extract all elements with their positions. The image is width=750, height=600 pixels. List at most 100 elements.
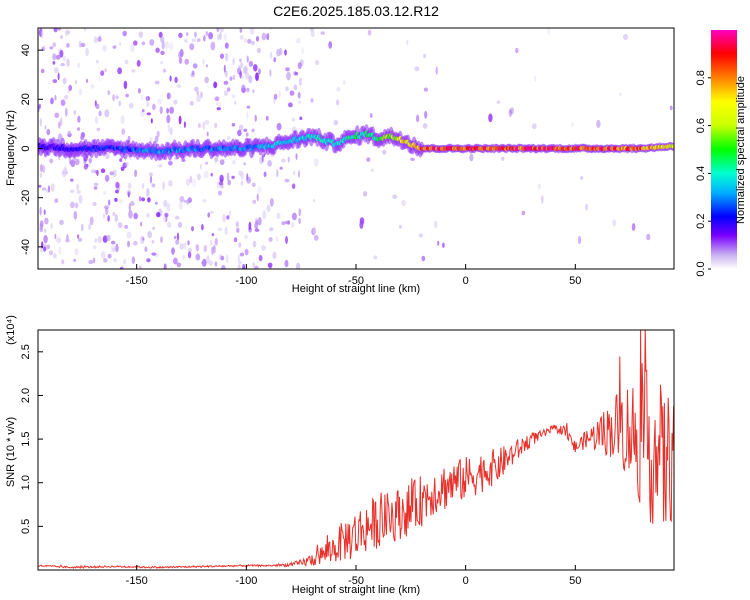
heatmap-noise-speckle xyxy=(242,66,248,75)
heatmap-noise-speckle xyxy=(288,102,293,108)
heatmap-noise-speckle xyxy=(299,116,303,121)
spectrogram-x-axis-label: Height of straight line (km) xyxy=(292,283,420,295)
heatmap-noise-speckle xyxy=(128,210,133,219)
heatmap-noise-speckle xyxy=(42,187,47,191)
heatmap-noise-speckle xyxy=(201,224,204,231)
heatmap-noise-speckle xyxy=(152,103,156,111)
heatmap-noise-speckle xyxy=(414,66,420,72)
heatmap-noise-speckle xyxy=(70,201,75,209)
heatmap-noise-speckle xyxy=(77,62,80,68)
heatmap-noise-speckle xyxy=(252,89,255,94)
heatmap-noise-speckle xyxy=(205,64,208,68)
heatmap-noise-speckle xyxy=(233,237,238,243)
heatmap-noise-speckle xyxy=(134,169,138,178)
heatmap-noise-speckle xyxy=(59,49,64,58)
heatmap-noise-speckle xyxy=(109,171,115,176)
heatmap-noise-speckle xyxy=(294,72,299,76)
heatmap-noise-speckle xyxy=(107,90,111,96)
heatmap-noise-speckle xyxy=(43,242,47,247)
heatmap-noise-speckle xyxy=(231,58,235,66)
heatmap-noise-speckle xyxy=(189,43,195,51)
heatmap-noise-speckle xyxy=(146,213,151,218)
heatmap-noise-speckle xyxy=(310,30,315,38)
spectrogram-y-axis-label: Frequency (Hz) xyxy=(5,110,17,186)
heatmap-noise-speckle xyxy=(63,94,69,100)
snr-x-tick-label: -150 xyxy=(126,575,148,587)
heatmap-noise-speckle xyxy=(312,225,316,235)
heatmap-noise-speckle xyxy=(67,90,71,94)
heatmap-noise-speckle xyxy=(295,153,298,160)
snr-x-ticks: -150 -100 -50 0 50 xyxy=(126,565,581,587)
heatmap-noise-speckle xyxy=(55,54,61,60)
heatmap-noise-speckle xyxy=(104,174,110,182)
heatmap-noise-speckle xyxy=(121,128,126,135)
heatmap-noise-speckle xyxy=(58,121,61,129)
heatmap-noise-speckle xyxy=(92,201,97,207)
heatmap-noise-speckle xyxy=(228,210,232,217)
heatmap-noise-speckle xyxy=(221,264,226,269)
heatmap-noise-speckle xyxy=(225,52,229,62)
heatmap-noise-speckle xyxy=(496,100,501,104)
heatmap-noise-speckle xyxy=(285,235,288,245)
heatmap-noise-speckle xyxy=(261,245,266,251)
spectrogram-y-tick-label: -40 xyxy=(20,239,32,255)
heatmap-noise-speckle xyxy=(169,127,173,136)
heatmap-noise-speckle xyxy=(366,157,371,162)
heatmap-noise-speckle xyxy=(178,57,183,64)
heatmap-noise-speckle xyxy=(314,59,320,66)
heatmap-noise-speckle xyxy=(279,166,283,170)
heatmap-noise-speckle xyxy=(88,157,93,164)
heatmap-noise-speckle xyxy=(248,60,254,67)
heatmap-noise-speckle xyxy=(49,250,53,256)
heatmap-noise-speckle xyxy=(202,199,207,203)
heatmap-noise-speckle xyxy=(89,216,94,226)
heatmap-noise-speckle xyxy=(200,163,202,170)
heatmap-noise-speckle xyxy=(252,240,257,248)
heatmap-noise-speckle xyxy=(102,213,106,219)
heatmap-noise-speckle xyxy=(223,90,228,96)
heatmap-noise-speckle xyxy=(240,180,244,186)
heatmap-noise-speckle xyxy=(423,53,426,59)
heatmap-noise-speckle xyxy=(178,201,183,210)
heatmap-noise-speckle xyxy=(149,137,153,143)
heatmap-noise-speckle xyxy=(100,251,106,259)
heatmap-noise-speckle xyxy=(541,195,544,204)
heatmap-noise-speckle xyxy=(195,253,201,261)
spectrogram-x-tick-label: -50 xyxy=(348,275,364,287)
heatmap-noise-speckle xyxy=(218,181,224,186)
heatmap-noise-speckle xyxy=(203,170,209,179)
heatmap-noise-speckle xyxy=(43,246,47,252)
heatmap-noise-speckle xyxy=(226,215,230,220)
heatmap-noise-speckle xyxy=(214,156,219,163)
heatmap-noise-speckle xyxy=(285,86,289,92)
snr-x-tick-label: 0 xyxy=(463,575,469,587)
heatmap-noise-speckle xyxy=(223,80,229,85)
snr-x-axis-label: Height of straight line (km) xyxy=(292,584,420,596)
heatmap-noise-speckle xyxy=(210,172,213,177)
heatmap-noise-speckle xyxy=(154,135,159,143)
heatmap-noise-speckle xyxy=(359,220,364,229)
heatmap-noise-speckle xyxy=(298,77,302,86)
heatmap-noise-speckle xyxy=(234,100,237,105)
heatmap-noise-speckle xyxy=(416,114,420,123)
heatmap-noise-speckle xyxy=(124,59,129,65)
heatmap-noise-speckle xyxy=(98,75,101,82)
heatmap-noise-speckle xyxy=(312,199,316,203)
heatmap-noise-speckle xyxy=(267,160,272,167)
heatmap-noise-speckle xyxy=(284,178,290,183)
heatmap-noise-speckle xyxy=(297,91,301,99)
heatmap-noise-speckle xyxy=(174,76,178,83)
heatmap-noise-speckle xyxy=(342,80,346,85)
heatmap-noise-speckle xyxy=(258,216,262,226)
heatmap-noise-speckle xyxy=(181,158,186,162)
heatmap-noise-speckle xyxy=(115,181,120,189)
heatmap-noise-speckle xyxy=(59,219,64,225)
heatmap-noise-speckle xyxy=(254,265,259,269)
heatmap-noise-speckle xyxy=(50,183,55,192)
heatmap-noise-speckle xyxy=(105,152,110,160)
heatmap-noise-speckle xyxy=(252,262,256,268)
heatmap-noise-speckle xyxy=(73,258,76,262)
heatmap-noise-speckle xyxy=(278,47,283,56)
heatmap-noise-speckle xyxy=(52,253,57,259)
heatmap-noise-speckle xyxy=(251,182,256,187)
